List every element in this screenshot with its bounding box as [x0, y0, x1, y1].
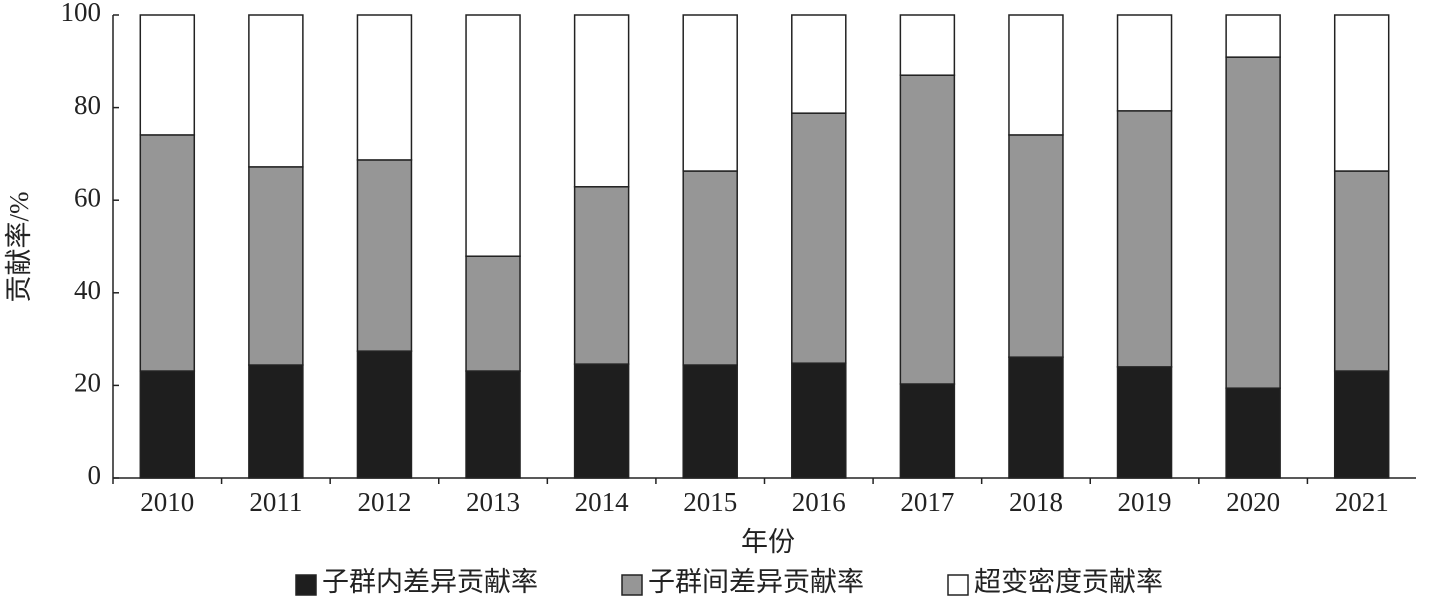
bar-segment [791, 362, 847, 479]
bar-segment [465, 370, 521, 479]
bar-segment [356, 350, 413, 479]
x-tick-label: 2011 [249, 487, 302, 517]
bar-segment [1008, 134, 1064, 358]
bar-segment [248, 364, 304, 479]
bar-segment [899, 74, 956, 385]
legend-swatch [295, 574, 317, 596]
legend-swatch [621, 574, 643, 596]
bar-segment [573, 186, 630, 365]
y-tick-label: 0 [88, 460, 102, 490]
legend-label: 子群间差异贡献率 [648, 567, 864, 597]
bar-segment [791, 112, 847, 364]
bar-segment [573, 14, 630, 188]
y-axis-title: 贡献率/% [4, 192, 34, 303]
x-tick-label: 2016 [792, 487, 846, 517]
bar-segment [682, 14, 738, 172]
y-tick-label: 20 [74, 368, 101, 398]
x-tick-label: 2010 [140, 487, 194, 517]
bar-segment [1116, 110, 1173, 368]
bar-segment [1225, 14, 1281, 58]
x-tick-label: 2015 [683, 487, 737, 517]
x-tick-label: 2019 [1118, 487, 1172, 517]
y-tick-label: 80 [74, 90, 101, 120]
bar-segment [139, 370, 196, 479]
bar-segment [573, 363, 630, 479]
x-tick-label: 2014 [575, 487, 630, 517]
bar-segment [682, 170, 738, 366]
bar-segment [139, 14, 196, 136]
bar-segment [899, 14, 956, 76]
bar-segment [1116, 366, 1173, 479]
bar-segment [465, 255, 521, 372]
x-tick-label: 2017 [900, 487, 954, 517]
x-tick-label: 2018 [1009, 487, 1063, 517]
bar-segment [682, 364, 738, 479]
bar-segment [1008, 14, 1064, 136]
x-tick-label: 2020 [1226, 487, 1280, 517]
x-tick-label: 2012 [357, 487, 411, 517]
bar-segment [356, 159, 413, 352]
bar-segment [1333, 170, 1390, 372]
bar-segment [1333, 370, 1390, 479]
x-axis-title: 年份 [741, 527, 795, 557]
bar-segment [248, 14, 304, 168]
legend-label: 超变密度贡献率 [974, 567, 1163, 597]
bar-segment [899, 383, 956, 479]
bar-segment [1333, 14, 1390, 172]
bar-segment [1225, 56, 1281, 389]
bar-segment [465, 14, 521, 257]
x-tick-label: 2013 [466, 487, 520, 517]
bar-segment [791, 14, 847, 114]
bar-segment [248, 166, 304, 366]
x-tick-label: 2021 [1335, 487, 1389, 517]
legend-swatch [947, 574, 969, 596]
bar-segment [1116, 14, 1173, 112]
bar-segment [1225, 387, 1281, 479]
y-tick-label: 60 [74, 182, 101, 212]
bar-segment [1008, 356, 1064, 479]
y-tick-label: 40 [74, 275, 101, 305]
legend-label: 子群内差异贡献率 [322, 567, 538, 597]
y-tick-label: 100 [61, 0, 102, 27]
bar-segment [139, 134, 196, 372]
bar-segment [356, 14, 413, 161]
